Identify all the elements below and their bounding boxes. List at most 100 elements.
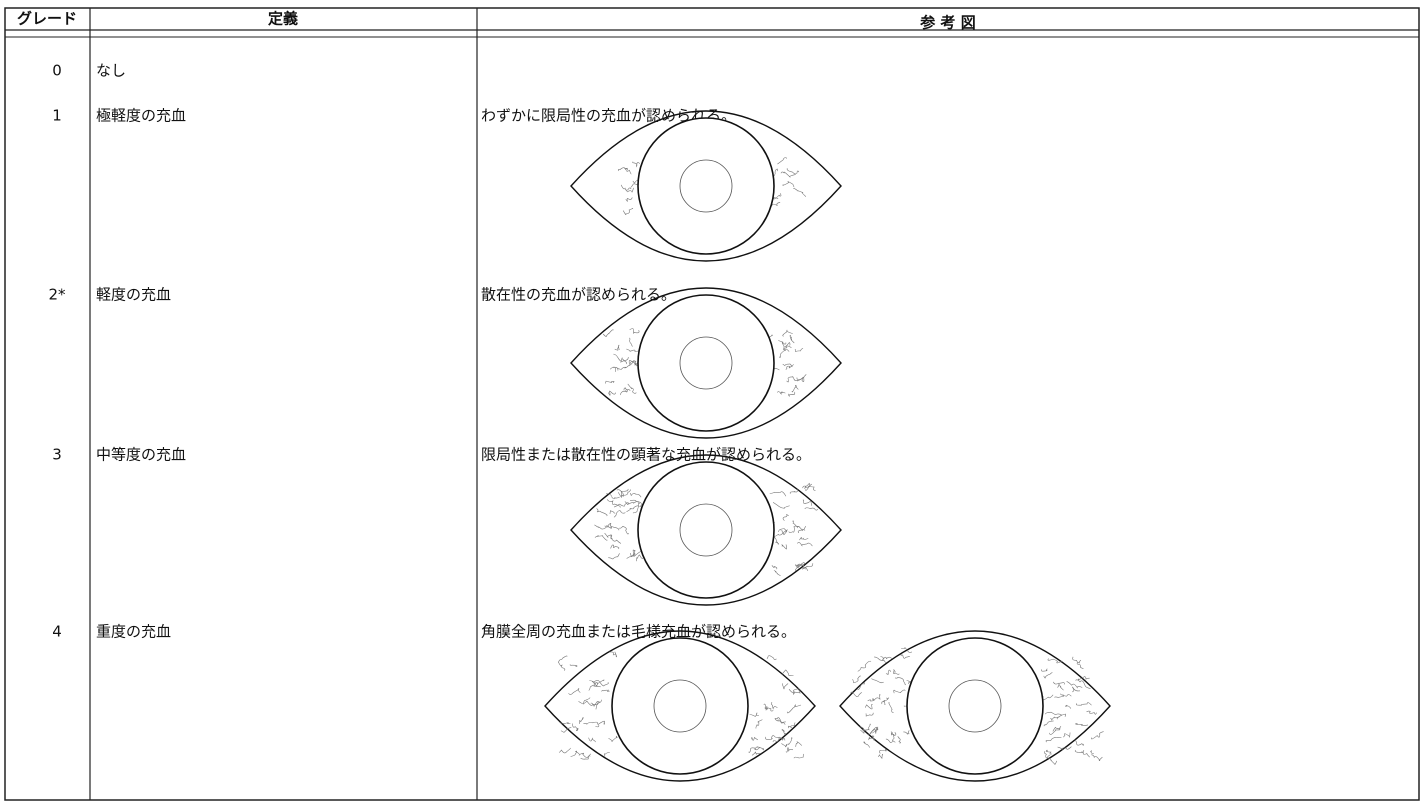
grade: 3 <box>52 446 62 464</box>
header-cell: 定義 <box>268 10 298 28</box>
vessel <box>1046 757 1058 765</box>
vessel <box>1060 693 1072 697</box>
vessel <box>874 656 888 663</box>
vessel <box>782 345 792 351</box>
vessel <box>755 719 763 729</box>
vessel <box>763 703 768 711</box>
vessel <box>626 187 634 193</box>
description: 限局性または散在性の顕著な充血が認められる。 <box>481 446 811 464</box>
vessel <box>617 491 624 498</box>
vessel <box>788 688 799 694</box>
vessel <box>872 694 881 701</box>
vessel <box>619 525 629 535</box>
vessel <box>788 391 796 397</box>
vessel <box>749 712 759 717</box>
vessel <box>774 718 786 725</box>
vessel <box>772 737 781 743</box>
eye-outline <box>839 630 1111 782</box>
vessel <box>626 348 640 352</box>
vessel <box>588 684 601 691</box>
vessel <box>871 678 884 684</box>
vessel <box>630 492 642 498</box>
vessel <box>865 703 873 710</box>
vessel <box>888 702 894 713</box>
pupil <box>679 503 733 557</box>
vessel <box>1056 683 1064 691</box>
vessel <box>781 729 788 736</box>
vessel <box>804 507 818 511</box>
vessel <box>900 654 911 659</box>
vessel <box>781 341 791 348</box>
vessel <box>636 554 644 562</box>
vessel <box>786 704 802 714</box>
vessel <box>629 328 640 334</box>
vessel <box>781 743 788 748</box>
vessel <box>777 157 787 165</box>
vessel <box>1053 681 1065 685</box>
vessel <box>869 726 879 734</box>
table-border <box>4 7 1420 801</box>
vessel <box>572 723 579 731</box>
vessel <box>879 748 887 754</box>
vessel <box>901 647 913 653</box>
pupil <box>948 679 1002 733</box>
vessel <box>1086 710 1097 715</box>
vessel <box>850 691 863 698</box>
vessel <box>579 717 584 725</box>
vessel <box>560 727 572 733</box>
vessel <box>785 747 794 753</box>
vessel <box>1049 729 1060 735</box>
description: 散在性の充血が認められる。 <box>481 286 676 304</box>
vessel <box>596 508 608 517</box>
vessel <box>770 702 778 710</box>
vessel <box>1047 658 1063 664</box>
vessel <box>794 347 804 352</box>
grade: 2* <box>48 286 66 304</box>
vessel <box>797 525 807 534</box>
vessel <box>624 167 632 175</box>
vessel <box>897 736 901 744</box>
vessel <box>568 688 581 695</box>
vessel <box>609 651 618 658</box>
vessel <box>624 360 637 369</box>
vessel <box>627 383 637 394</box>
vessel <box>1075 702 1092 706</box>
vessel <box>785 364 794 370</box>
vessel <box>878 754 884 760</box>
pupil <box>653 679 707 733</box>
vessel <box>773 537 779 545</box>
vessel <box>1057 746 1072 750</box>
vessel <box>780 171 796 178</box>
vessel <box>892 732 897 741</box>
vessel <box>772 529 788 538</box>
eye-outline <box>570 110 842 262</box>
eye-outline <box>544 630 816 782</box>
vessel <box>802 563 814 570</box>
vessel <box>1054 694 1064 698</box>
pupil <box>679 336 733 390</box>
vessel <box>799 537 809 541</box>
vessel <box>621 489 632 497</box>
vessel <box>1045 749 1053 755</box>
vessel <box>766 655 777 660</box>
vessel <box>795 564 805 570</box>
vessel <box>804 482 811 489</box>
vessel <box>570 750 580 757</box>
vessel <box>606 493 620 500</box>
vessel <box>797 542 813 547</box>
vessel <box>788 525 800 533</box>
vessel <box>614 344 620 351</box>
vessel <box>616 488 629 493</box>
vessel <box>893 689 906 694</box>
vessel <box>880 656 892 661</box>
vessel <box>601 689 610 692</box>
vessel <box>630 552 636 557</box>
vessel <box>795 741 803 747</box>
vessel <box>623 387 628 393</box>
pupil <box>679 159 733 213</box>
vessel <box>773 193 782 200</box>
eye-illustration <box>570 287 842 439</box>
vessel <box>786 168 800 175</box>
vessel <box>629 337 633 347</box>
